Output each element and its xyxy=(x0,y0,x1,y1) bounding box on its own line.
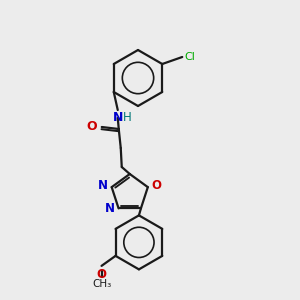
Text: O: O xyxy=(97,268,106,281)
Text: N: N xyxy=(98,178,108,192)
Text: O: O xyxy=(86,121,97,134)
Text: O: O xyxy=(152,178,162,192)
Text: H: H xyxy=(122,111,131,124)
Text: N: N xyxy=(112,111,123,124)
Text: Cl: Cl xyxy=(184,52,195,62)
Text: N: N xyxy=(105,202,115,215)
Text: CH₃: CH₃ xyxy=(92,279,111,289)
